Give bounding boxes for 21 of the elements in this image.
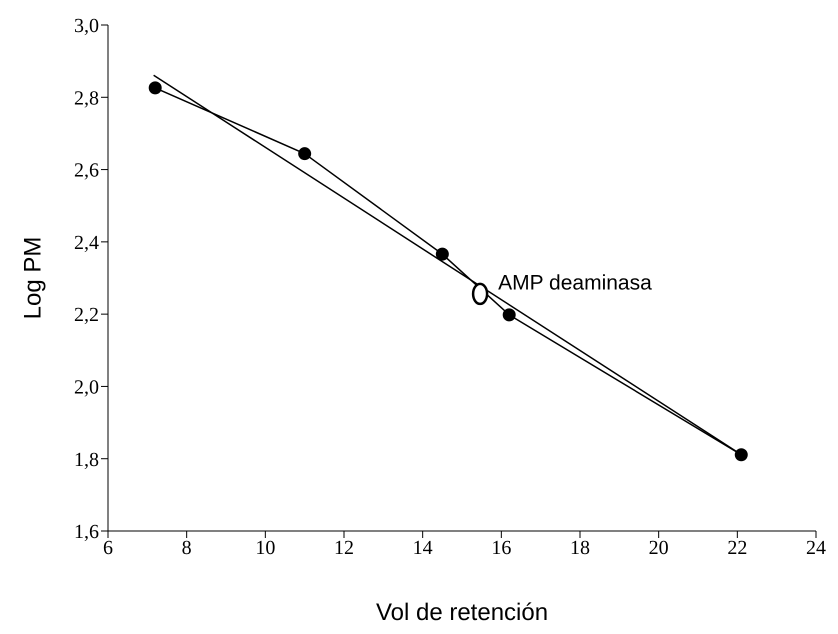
x-tick-label: 18 [570,537,590,560]
y-axis-title: Log PM [20,236,47,320]
y-tick-label: 2,8 [74,87,99,110]
annotation: AMP deaminasa [498,271,652,294]
x-tick-label: 20 [648,537,669,560]
x-tick-label: 22 [727,537,748,560]
y-tick-label: 1,6 [74,521,99,544]
x-tick-label: 12 [334,537,354,560]
y-tick-label: 3,0 [74,15,99,38]
x-tick-label: 14 [412,537,433,560]
x-axis-title: Vol de retención [376,599,548,626]
y-tick-label: 2,0 [74,376,99,399]
y-tick-label: 1,8 [74,448,99,471]
x-tick-label: 6 [103,537,113,560]
y-tick-label: 2,6 [74,160,99,182]
x-tick-label: 10 [255,537,276,560]
y-tick-label: 2,2 [74,304,99,326]
y-tick-label: 2,4 [74,232,99,254]
x-tick-label: 24 [806,537,826,560]
x-tick-label: 8 [182,537,192,560]
x-tick-label: 16 [491,537,512,560]
